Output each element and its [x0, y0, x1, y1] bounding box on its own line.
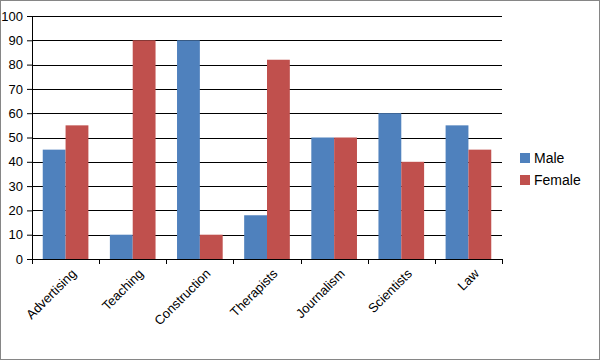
bar: [43, 150, 66, 259]
y-tick-label: 70: [9, 82, 23, 97]
legend-item: Female: [520, 172, 581, 188]
x-axis-line: [33, 259, 503, 260]
y-tick-label: 20: [9, 203, 23, 218]
x-tick-label: Scientists: [365, 266, 415, 316]
y-tick: 20: [9, 203, 32, 218]
x-tick-mark: [368, 259, 369, 264]
bar-series: [66, 40, 492, 259]
x-axis: Advertising TeachingConstruction Therapist…: [23, 259, 502, 328]
bar: [446, 125, 469, 259]
y-tick-label: 40: [9, 154, 23, 169]
x-tick-mark: [99, 259, 100, 264]
y-tick-label: 90: [9, 33, 23, 48]
y-tick-mark: [27, 235, 32, 236]
grid-line: [32, 16, 502, 17]
y-tick: 10: [9, 227, 32, 242]
y-tick: 50: [9, 130, 32, 145]
x-tick: Scientists: [365, 259, 415, 316]
bar: [311, 138, 334, 260]
bar: [244, 215, 267, 259]
y-axis-line: [27, 17, 33, 260]
x-tick-label: Advertising: [23, 266, 79, 322]
grid: [32, 17, 502, 260]
chart-border: [1, 1, 600, 360]
x-tick: Advertising: [23, 259, 79, 322]
y-tick-mark: [27, 210, 32, 211]
x-boundary-ticks: [33, 259, 503, 264]
y-tick: 90: [9, 33, 32, 48]
x-tick-label: Journalism: [293, 266, 348, 321]
y-tick-label: 80: [9, 57, 23, 72]
y-tick-label: 0: [16, 252, 23, 267]
legend: Male Female: [520, 150, 581, 188]
y-tick: 0: [16, 252, 32, 267]
y-axis: 0 10 20 30 40 50 60 70 80 90 100: [1, 9, 32, 267]
y-tick: 40: [9, 154, 32, 169]
legend-swatch: [520, 175, 530, 185]
bar: [110, 235, 133, 259]
plot: 0 10 20 30 40 50 60 70 80 90 100 Advertising Teachin…: [1, 9, 502, 329]
legend-label: Male: [534, 150, 565, 166]
x-tick: Therapists: [227, 259, 281, 320]
y-tick: 70: [9, 82, 32, 97]
legend-label: Female: [534, 172, 581, 188]
bar: [378, 113, 401, 259]
bar: [177, 40, 200, 259]
bar: [133, 40, 156, 259]
y-tick-mark: [27, 138, 32, 139]
bar-series: [43, 40, 469, 259]
y-tick-mark: [27, 259, 32, 260]
x-tick-mark: [166, 259, 167, 264]
bar: [401, 162, 424, 259]
y-tick-mark: [27, 162, 32, 163]
legend-item: Male: [520, 150, 565, 166]
y-tick: 100: [1, 9, 32, 24]
y-tick: 60: [9, 106, 32, 121]
x-tick-mark: [435, 259, 436, 264]
x-tick: Construction: [151, 259, 213, 328]
bar: [334, 138, 357, 260]
bar: [66, 125, 89, 259]
y-tick-mark: [27, 16, 32, 17]
y-tick-label: 100: [1, 9, 23, 24]
y-tick-label: 30: [9, 179, 23, 194]
x-tick-mark: [233, 259, 234, 264]
x-tick-label: Construction: [151, 266, 213, 328]
y-tick-mark: [27, 113, 32, 114]
x-tick-mark: [502, 259, 503, 264]
y-tick-label: 10: [9, 227, 23, 242]
x-tick: Teaching: [99, 259, 146, 313]
x-tick: Law: [455, 259, 483, 293]
x-tick: Journalism: [293, 259, 348, 321]
x-tick-mark: [32, 259, 33, 264]
legend-swatch: [520, 153, 530, 163]
x-tick-mark: [301, 259, 302, 264]
chart-container: 0 10 20 30 40 50 60 70 80 90 100 Advertising Teachin…: [0, 0, 600, 360]
x-tick-label: Therapists: [227, 266, 281, 320]
bar: [468, 150, 491, 259]
y-tick-mark: [27, 186, 32, 187]
y-tick-mark: [27, 40, 32, 41]
bars: [43, 40, 492, 259]
y-tick: 30: [9, 179, 32, 194]
x-tick-label: Law: [455, 266, 483, 294]
y-tick: 80: [9, 57, 32, 72]
grid-line: [32, 259, 502, 260]
y-tick-mark: [27, 89, 32, 90]
y-tick-label: 50: [9, 130, 23, 145]
chart-svg: 0 10 20 30 40 50 60 70 80 90 100 Advertising Teachin…: [0, 0, 600, 360]
x-tick-label: Teaching: [99, 266, 146, 313]
bar: [267, 60, 290, 259]
y-tick-label: 60: [9, 106, 23, 121]
bar: [200, 235, 223, 259]
grid-line: [32, 40, 502, 41]
y-tick-mark: [27, 65, 32, 66]
